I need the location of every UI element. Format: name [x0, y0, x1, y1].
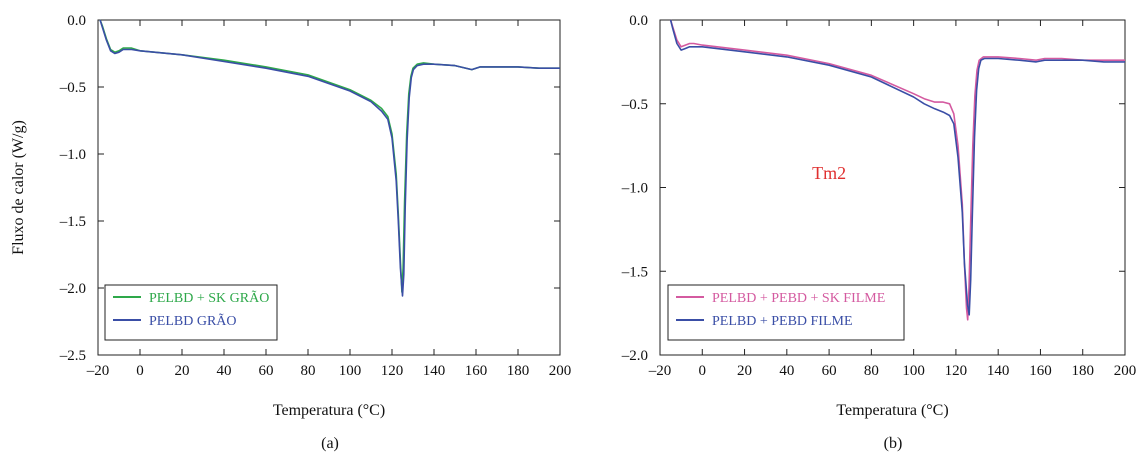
x-tick-label: 40 [217, 363, 232, 379]
x-tick-label: 60 [259, 363, 274, 379]
panel-label: (a) [321, 435, 339, 452]
series-line-1 [669, 19, 1125, 321]
x-axis-label: Temperatura (°C) [836, 402, 948, 419]
legend-entry: PELBD + PEBD FILME [712, 314, 853, 329]
legend-box [104, 284, 278, 341]
y-tick-label: –2.0 [59, 281, 86, 297]
x-tick-label: 180 [507, 363, 530, 379]
y-tick-label: –2.5 [59, 348, 86, 364]
tm2-annotation: Tm2 [812, 163, 846, 183]
x-tick-label: 0 [136, 363, 144, 379]
x-tick-label: 100 [339, 363, 362, 379]
legend-entry: PELBD GRÃO [149, 313, 237, 329]
x-tick-label: 140 [987, 363, 1010, 379]
x-tick-label: 120 [945, 363, 968, 379]
x-tick-label: 100 [902, 363, 925, 379]
series-line-1 [99, 19, 560, 293]
x-tick-label: 60 [822, 363, 837, 379]
chart-panel-a: –20 0 20 40 60 80 100 120 140 160 180 200 0.0 –0.5 –1.… [10, 13, 571, 452]
y-tick-label: –0.5 [621, 97, 648, 113]
y-tick-label: 0.0 [67, 13, 86, 29]
legend: PELBD + SK GRÃO PELBD GRÃO [104, 284, 278, 341]
x-tick-label: 160 [1029, 363, 1052, 379]
series-line-2 [669, 19, 1125, 316]
chart-panel-b: –20 0 20 40 60 80 100 120 140 160 180 200 0.0 –0.5 –1.… [621, 13, 1137, 452]
y-tick-label: –2.0 [621, 348, 648, 364]
legend: PELBD + PEBD + SK FILME PELBD + PEBD FILM… [667, 284, 905, 341]
legend-entry: PELBD + PEBD + SK FILME [712, 291, 885, 306]
x-tick-label: 200 [549, 363, 572, 379]
x-tick-label: –20 [86, 363, 110, 379]
x-tick-label: 120 [381, 363, 404, 379]
x-tick-label: 200 [1114, 363, 1137, 379]
y-tick-label: –1.0 [621, 181, 648, 197]
y-tick-label: –1.5 [59, 214, 86, 230]
x-tick-label: 180 [1071, 363, 1094, 379]
x-tick-label: 20 [737, 363, 752, 379]
y-tick-label: –1.5 [621, 264, 648, 280]
x-tick-label: 80 [301, 363, 316, 379]
y-tick-label: –0.5 [59, 80, 86, 96]
panel-label: (b) [884, 435, 903, 452]
y-tick-label: 0.0 [629, 13, 648, 29]
series-line-2 [99, 19, 560, 297]
plot-frame [97, 19, 561, 356]
x-tick-label: 80 [864, 363, 879, 379]
x-tick-label: 40 [779, 363, 794, 379]
x-tick-label: 140 [423, 363, 446, 379]
x-tick-label: –20 [648, 363, 672, 379]
y-axis-label: Fluxo de calor (W/g) [10, 120, 27, 255]
x-tick-label: 20 [175, 363, 190, 379]
y-tick-label: –1.0 [59, 147, 86, 163]
x-tick-label: 0 [699, 363, 707, 379]
x-axis-label: Temperatura (°C) [273, 402, 385, 419]
legend-entry: PELBD + SK GRÃO [149, 290, 269, 306]
legend-box [667, 284, 905, 341]
x-tick-label: 160 [465, 363, 488, 379]
